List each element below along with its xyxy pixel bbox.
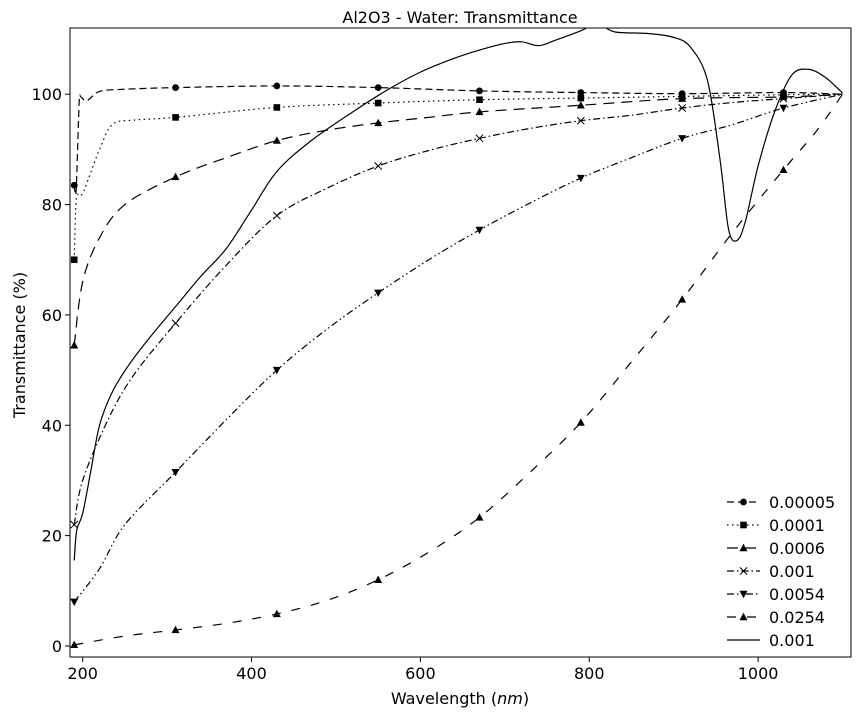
x-tick-label: 400	[236, 664, 267, 683]
data-point-marker	[272, 136, 281, 144]
legend-item: 0.0054	[727, 585, 825, 604]
data-point-marker	[273, 104, 281, 111]
data-point-marker	[374, 84, 382, 91]
data-point-marker	[171, 172, 180, 181]
data-point-marker	[739, 567, 748, 575]
series-line	[73, 85, 843, 196]
data-point-marker	[272, 609, 281, 618]
data-point-marker	[172, 84, 179, 91]
data-point-marker	[374, 118, 383, 127]
legend-item: 0.0006	[727, 539, 825, 558]
legend-label: 0.0254	[769, 608, 825, 627]
legend-label: 0.00005	[769, 493, 835, 512]
y-axis: 0 20 40 60 80 100	[31, 85, 70, 656]
data-point-marker	[576, 174, 585, 183]
data-point-marker	[475, 226, 484, 235]
data-point-marker	[273, 82, 281, 90]
data-point-marker	[476, 87, 483, 95]
x-axis: 200 400 600 800 1000	[67, 657, 778, 683]
data-point-marker	[374, 99, 382, 107]
series-6	[70, 93, 844, 649]
legend-item: 0.00005	[727, 493, 835, 512]
y-tick-label: 100	[31, 85, 62, 104]
x-axis-label-text: Wavelength (	[391, 689, 497, 708]
data-point-marker	[475, 134, 484, 143]
legend-label: 0.0006	[769, 539, 825, 558]
data-point-marker	[374, 161, 383, 170]
data-point-marker	[70, 256, 78, 264]
y-tick-label: 0	[52, 637, 62, 656]
legend-label: 0.0001	[769, 516, 825, 535]
data-point-marker	[172, 114, 179, 121]
data-point-marker	[70, 181, 78, 189]
data-point-marker	[576, 101, 585, 109]
data-point-marker	[272, 211, 281, 220]
data-point-marker	[779, 165, 788, 174]
legend-item: 0.0254	[727, 608, 825, 627]
data-point-marker	[70, 520, 79, 529]
data-point-marker	[740, 498, 747, 506]
y-tick-label: 40	[42, 416, 62, 435]
plot-frame	[69, 27, 852, 658]
data-point-marker	[475, 513, 484, 521]
series-line	[73, 93, 843, 525]
series-line	[73, 93, 843, 603]
legend-item: 0.001	[727, 631, 815, 650]
y-tick-label: 60	[42, 306, 62, 325]
data-point-marker	[739, 590, 748, 599]
legend-label: 0.001	[769, 631, 815, 650]
data-point-marker	[70, 640, 79, 649]
data-point-marker	[739, 612, 748, 621]
data-point-marker	[70, 341, 79, 349]
chart-title: Al2O3 - Water: Transmittance	[342, 8, 577, 27]
data-point-marker	[678, 135, 687, 143]
data-point-marker	[171, 625, 180, 634]
series-7	[73, 28, 843, 561]
series-line	[73, 93, 843, 260]
x-axis-label-close: )	[523, 689, 529, 708]
data-point-marker	[678, 295, 687, 303]
data-point-marker	[171, 319, 180, 328]
legend-label: 0.0054	[769, 585, 825, 604]
y-tick-label: 80	[42, 196, 62, 215]
series-5	[70, 93, 843, 607]
data-point-marker	[577, 94, 585, 102]
x-axis-label: Wavelength (nm)	[391, 689, 529, 708]
x-axis-label-unit: nm	[497, 689, 523, 708]
legend-item: 0.0001	[727, 516, 825, 535]
legend-label: 0.001	[769, 562, 815, 581]
data-point-marker	[739, 543, 748, 552]
series-2	[70, 91, 843, 264]
series-layer	[70, 28, 844, 649]
x-tick-label: 600	[405, 664, 436, 683]
x-tick-label: 1000	[738, 664, 779, 683]
y-tick-label: 20	[42, 527, 62, 546]
series-line	[74, 93, 844, 646]
x-tick-label: 800	[574, 664, 605, 683]
data-point-marker	[70, 598, 79, 607]
legend-item: 0.001	[727, 562, 815, 581]
data-point-marker	[576, 418, 585, 426]
data-point-marker	[476, 96, 483, 104]
data-point-marker	[577, 89, 585, 96]
y-axis-label: Transmittance (%)	[10, 272, 29, 419]
data-point-marker	[678, 94, 687, 102]
data-point-marker	[374, 575, 383, 583]
data-point-marker	[374, 289, 383, 298]
x-tick-label: 200	[67, 664, 98, 683]
data-point-marker	[171, 468, 180, 477]
series-4	[70, 93, 843, 529]
series-line	[73, 28, 843, 561]
data-point-marker	[475, 107, 484, 116]
legend: 0.00005 0.0001 0.0006 0.001 0.0054 0.0254 0.00…	[727, 493, 835, 650]
data-point-marker	[678, 104, 687, 112]
series-line	[73, 93, 843, 346]
series-1	[70, 82, 843, 196]
data-point-marker	[576, 116, 585, 125]
data-point-marker	[740, 521, 747, 529]
data-point-marker	[779, 104, 788, 113]
data-point-marker	[272, 366, 281, 375]
